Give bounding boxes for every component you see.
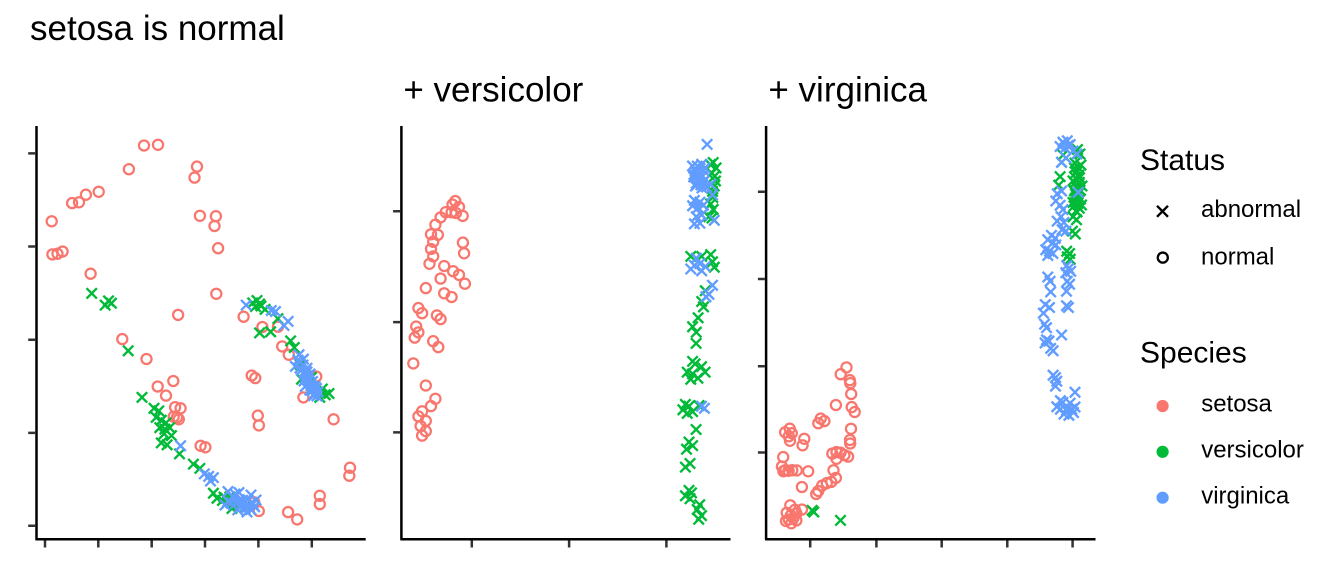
svg-text:Status: Status [1140,144,1225,177]
svg-text:virginica: virginica [1201,482,1290,509]
svg-text:versicolor: versicolor [1201,437,1304,464]
svg-text:setosa: setosa [1201,391,1272,418]
svg-text:abnormal: abnormal [1201,196,1301,223]
svg-text:setosa is normal: setosa is normal [30,9,285,48]
svg-text:Species: Species [1140,337,1247,370]
svg-text:normal: normal [1201,243,1274,270]
svg-text:+ versicolor: + versicolor [403,70,583,109]
svg-text:+ virginica: + virginica [768,70,927,109]
